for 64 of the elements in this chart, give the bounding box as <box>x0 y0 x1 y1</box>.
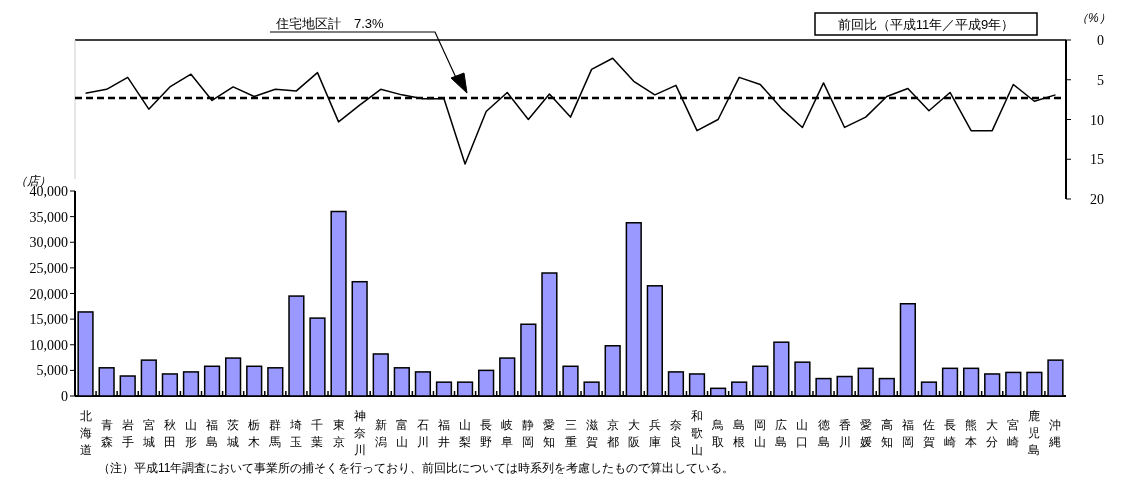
y-tick-label: 0 <box>1097 33 1104 48</box>
x-tick-label: 京都 <box>606 417 619 449</box>
x-tick-label: 埼玉 <box>289 417 303 449</box>
x-tick-label: 沖縄 <box>1048 417 1062 449</box>
x-tick-label: 愛媛 <box>859 417 872 449</box>
y-tick-label: 20 <box>1090 192 1104 207</box>
x-tick-label: 岡山 <box>754 417 767 449</box>
x-tick-label: 鳥取 <box>711 417 725 449</box>
x-tick-label: 兵庫 <box>648 417 661 449</box>
x-tick-label: 奈良 <box>669 417 682 449</box>
x-tick-label: 宮城 <box>141 417 155 449</box>
x-tick-label: 佐賀 <box>922 417 935 449</box>
x-tick-label: 福岡 <box>901 417 914 449</box>
x-tick-label: 島根 <box>733 417 746 449</box>
x-tick-label: 大阪 <box>627 417 640 449</box>
x-tick-label: 徳島 <box>817 417 830 449</box>
y-tick-label: 10,000 <box>29 337 68 353</box>
x-tick-label: 山梨 <box>459 417 472 449</box>
x-tick-label: 神奈川 <box>353 409 366 457</box>
x-tick-label: 大分 <box>986 417 999 449</box>
x-tick-label: 千葉 <box>311 417 324 449</box>
x-tick-label: 富山 <box>395 417 408 449</box>
x-tick-label: 長崎 <box>944 417 957 449</box>
x-tick-label: 岩手 <box>121 417 134 449</box>
x-tick-label: 宮崎 <box>1007 417 1020 449</box>
y-tick-label: 0 <box>61 389 68 404</box>
y-tick-label: 30,000 <box>29 235 68 251</box>
y-tick-label: 10 <box>1090 112 1104 128</box>
y-tick-label: 15 <box>1090 152 1104 168</box>
x-tick-label: 福島 <box>206 417 219 449</box>
x-tick-label: 鹿児島 <box>1028 409 1041 457</box>
x-tick-label: 岐阜 <box>501 417 514 449</box>
x-tick-label: 静岡 <box>522 417 535 449</box>
x-tick-label: 香川 <box>838 417 851 449</box>
x-tick-label: 北海道 <box>79 409 92 457</box>
x-tick-label: 秋田 <box>163 417 176 449</box>
y-axis-title: （%） <box>1076 11 1111 25</box>
x-tick-label: 新潟 <box>374 417 387 449</box>
x-tick-label: 長野 <box>480 417 493 449</box>
y-tick-label: 5,000 <box>36 363 68 379</box>
x-tick-label: 山形 <box>184 417 197 449</box>
y-tick-label: 20,000 <box>29 286 68 302</box>
x-tick-label: 三重 <box>564 417 577 449</box>
text: （注）平成11年調査において事業所の捕そくを行っており、前回比については時系列を考慮したもので算出している。 <box>98 461 735 475</box>
x-tick-label: 栃木 <box>248 417 261 449</box>
x-tick-label: 広島 <box>775 417 788 449</box>
x-tick-label: 和歌山 <box>691 409 704 457</box>
ref-line-label: 住宅地区計 7.3% <box>275 16 385 31</box>
x-tick-label: 青森 <box>100 417 113 449</box>
y-tick-label: 15,000 <box>29 312 68 328</box>
x-tick-label: 山口 <box>796 417 809 449</box>
x-tick-label: 福井 <box>437 417 450 449</box>
y-tick-label: 5 <box>1097 72 1104 88</box>
x-tick-label: 高知 <box>880 417 893 449</box>
x-tick-label: 愛知 <box>543 417 556 449</box>
y-tick-label: 35,000 <box>29 209 68 225</box>
x-tick-label: 滋賀 <box>585 417 598 449</box>
y-tick-label: 25,000 <box>29 260 68 276</box>
x-tick-label: 東京 <box>332 417 345 449</box>
x-tick-label: 群馬 <box>268 417 282 449</box>
x-tick-label: 石川 <box>416 417 429 449</box>
x-tick-label: 熊本 <box>965 417 978 449</box>
chart-title: 前回比（平成11年／平成9年） <box>837 17 1015 32</box>
x-tick-label: 茨城 <box>226 417 240 449</box>
